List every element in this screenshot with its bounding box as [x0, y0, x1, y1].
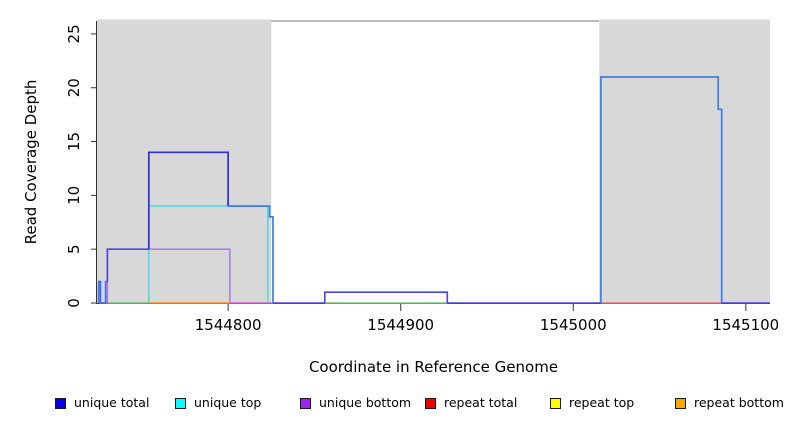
- legend-label: unique bottom: [319, 395, 412, 410]
- legend-label: repeat bottom: [694, 395, 784, 410]
- legend-item-unique-top: unique top: [175, 396, 261, 410]
- series-line-total-box14: [147, 151, 229, 250]
- series-line-total-spike: [97, 280, 108, 304]
- y-tick-label: 15: [65, 132, 83, 151]
- series-line-total-step9: [228, 205, 274, 303]
- x-tick-label: 1544900: [367, 316, 434, 334]
- legend-swatch-icon: [300, 397, 311, 409]
- y-tick-label: 20: [65, 78, 83, 97]
- y-tick-label: 25: [65, 24, 83, 43]
- series-line-total-step5: [106, 248, 149, 282]
- x-tick-label: 1545000: [540, 316, 607, 334]
- highlight-region: [97, 19, 272, 303]
- legend-swatch-icon: [675, 397, 686, 409]
- highlight-region: [599, 19, 770, 303]
- coverage-chart: 0 5 10 15 20 25 1544800 1544900 1545000 1545100 Co…: [22, 19, 779, 376]
- series-line-total-box21: [600, 76, 723, 303]
- legend-item-repeat-bottom: repeat bottom: [675, 396, 784, 410]
- y-tick-label: 5: [65, 244, 83, 254]
- legend-swatch-icon: [55, 397, 66, 409]
- y-tick-label: 10: [65, 186, 83, 205]
- legend-item-repeat-total: repeat total: [425, 396, 517, 410]
- legend-swatch-icon: [175, 397, 186, 409]
- legend-item-unique-bottom: unique bottom: [300, 396, 411, 410]
- y-tick-label: 0: [65, 298, 83, 308]
- legend-label: unique total: [74, 395, 150, 410]
- series-line-unique-top-line: [148, 205, 269, 303]
- y-axis-title: Read Coverage Depth: [22, 80, 40, 245]
- legend: unique total unique top unique bottom repea…: [0, 390, 792, 420]
- x-tick-label: 1544800: [195, 316, 262, 334]
- legend-label: unique top: [194, 395, 262, 410]
- legend-swatch-icon: [425, 397, 436, 409]
- x-tick-label: 1545100: [712, 316, 779, 334]
- legend-item-repeat-top: repeat top: [550, 396, 634, 410]
- legend-label: repeat total: [444, 395, 518, 410]
- legend-item-unique-total: unique total: [55, 396, 149, 410]
- x-axis-title: Coordinate in Reference Genome: [309, 358, 558, 376]
- legend-swatch-icon: [550, 397, 561, 409]
- series-line-total-bump1: [323, 291, 449, 303]
- legend-label: repeat top: [569, 395, 635, 410]
